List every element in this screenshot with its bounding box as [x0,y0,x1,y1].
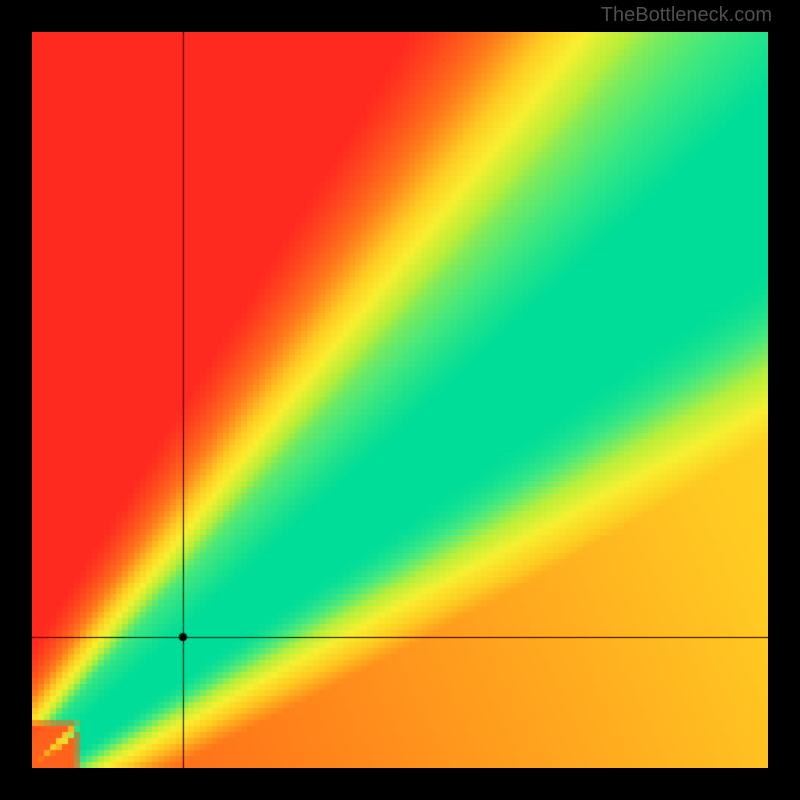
chart-container: TheBottleneck.com [0,0,800,800]
watermark-text: TheBottleneck.com [601,4,772,27]
plot-area [32,32,768,768]
crosshair-overlay [32,32,768,768]
